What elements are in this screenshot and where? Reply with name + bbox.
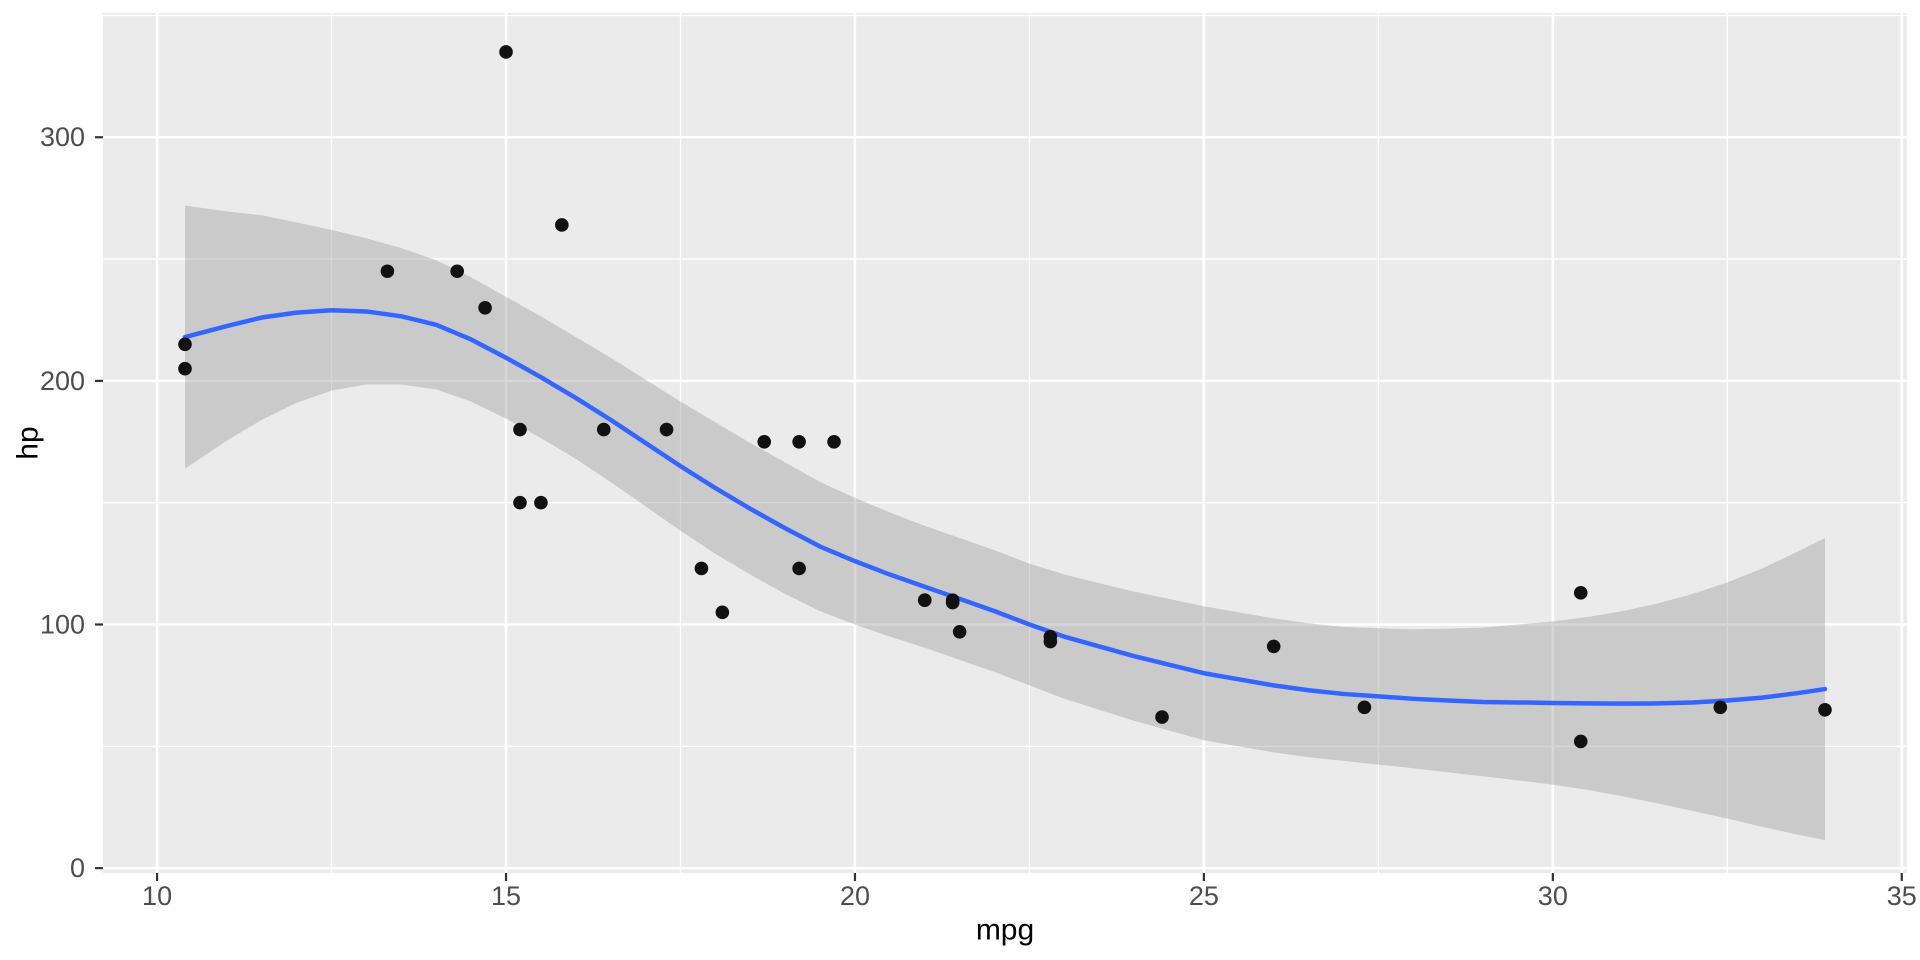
data-point xyxy=(534,495,548,510)
y-tick-label: 100 xyxy=(40,610,85,640)
data-point xyxy=(178,337,192,352)
y-tick-label: 200 xyxy=(40,366,85,396)
x-tick-label: 25 xyxy=(1189,881,1219,911)
data-point xyxy=(513,495,527,510)
x-tick-label: 10 xyxy=(142,881,172,911)
ribbon-area xyxy=(185,205,1825,841)
y-tick-label: 300 xyxy=(40,122,85,152)
data-point xyxy=(659,422,674,437)
data-point xyxy=(1713,700,1728,715)
data-point xyxy=(499,45,513,59)
y-axis-tick-labels: 0 100 200 300 xyxy=(40,122,85,883)
data-point xyxy=(1573,734,1588,749)
confidence-ribbon xyxy=(185,205,1825,841)
axis-tick-marks xyxy=(95,136,1903,881)
data-point xyxy=(596,422,611,437)
data-point xyxy=(1818,702,1832,717)
y-axis-title: hp xyxy=(12,426,45,459)
data-point xyxy=(917,593,932,607)
minor-gridlines xyxy=(103,13,1907,873)
data-point xyxy=(1043,629,1058,644)
data-point xyxy=(1155,710,1169,724)
data-point xyxy=(792,561,806,576)
smooth-trend-line xyxy=(182,307,1828,706)
scatter-points xyxy=(178,45,1832,749)
data-point xyxy=(715,605,730,620)
x-axis-title: mpg xyxy=(976,914,1034,947)
data-point xyxy=(1357,700,1372,715)
data-point xyxy=(555,218,569,232)
x-tick-label: 15 xyxy=(491,881,521,911)
x-tick-label: 20 xyxy=(840,881,870,911)
x-tick-label: 35 xyxy=(1887,881,1917,911)
data-point xyxy=(1266,639,1281,654)
panel-background xyxy=(103,13,1907,873)
data-point xyxy=(952,625,967,639)
data-point xyxy=(1573,586,1588,600)
major-gridlines xyxy=(103,13,1907,873)
x-tick-label: 30 xyxy=(1538,881,1568,911)
loess-line xyxy=(182,307,1828,706)
data-point xyxy=(380,264,395,279)
data-point xyxy=(694,561,709,576)
data-point xyxy=(792,434,806,449)
data-point xyxy=(757,434,772,449)
data-point xyxy=(178,361,192,376)
data-point xyxy=(450,264,464,279)
data-point xyxy=(478,300,492,315)
data-point xyxy=(827,434,841,449)
y-tick-label: 0 xyxy=(70,853,85,883)
data-point xyxy=(513,422,527,437)
data-point xyxy=(945,595,960,610)
x-axis-tick-labels: 10 15 20 25 30 35 xyxy=(142,881,1917,911)
